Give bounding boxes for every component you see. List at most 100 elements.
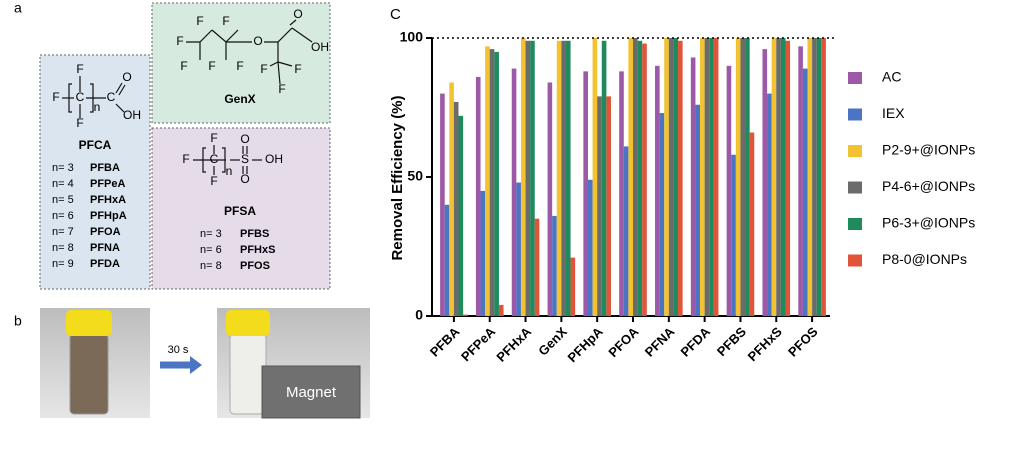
bar [704,38,710,316]
bar [668,38,674,316]
time-label: 30 s [168,344,189,356]
bar [480,190,486,316]
member-n: n= 8 [52,242,74,254]
atom: F [236,59,243,73]
bar [561,40,566,316]
bar [458,115,464,316]
atom: F [294,62,301,76]
bar [623,146,629,316]
atom: C [107,90,116,104]
bar [749,132,755,316]
y-tick-label: 100 [400,29,424,45]
legend-swatch [848,72,862,84]
pfca-box [39,54,151,290]
bar [771,38,777,316]
bar [530,40,535,316]
bar [709,38,714,316]
member-name: PFBS [240,228,269,240]
bar [516,182,521,316]
bar [731,154,736,316]
bar [821,38,826,316]
bar [511,68,517,316]
bar [485,46,490,317]
atom: O [253,34,262,48]
legend-label: P6-3+@IONPs [882,215,975,231]
member-list: n= 3 PFBA n= 4 PFPeA n= 5 PFHxA n= 6 PFHpA n= 7 P… [52,162,127,270]
legend-label: IEX [882,105,905,121]
bar [695,104,701,316]
bar [619,71,624,316]
member-name: PFPeA [90,178,126,190]
atom: n [94,100,101,114]
bar [802,68,808,316]
atom: F [52,90,59,104]
bar [659,113,665,316]
genx-bonds [186,19,313,85]
bar [570,257,576,316]
structure-title: GenX [224,92,255,106]
member-name: PFHxA [90,194,126,206]
structure-title: PFSA [224,204,256,218]
x-tick-label: PFOA [605,324,642,361]
member-n: n= 7 [52,226,74,238]
bar [637,40,643,316]
magnet-label: Magnet [286,384,337,401]
bar [444,204,450,316]
legend-label: P4-6+@IONPs [882,178,975,194]
bar [785,40,791,316]
bar [565,40,571,316]
bar [583,71,588,316]
x-tick-label: PFNA [642,324,678,360]
legend-label: P2-9+@IONPs [882,142,975,158]
bar [453,101,459,316]
x-tick-label: PFDA [678,324,714,360]
atom: OH [123,108,141,122]
vial [69,333,109,415]
bar [726,65,732,316]
vial-cap [66,310,112,336]
atom: F [260,62,267,76]
vial-cap [226,310,270,336]
member-name: PFOA [90,226,121,238]
bar [713,38,719,316]
magnet [261,365,361,419]
atom: O [293,7,302,21]
atom: OH [265,152,283,166]
member-n: n= 5 [52,194,74,206]
bar [606,96,611,316]
bar [767,93,772,316]
x-tick-label: PFHpA [564,324,606,366]
bar [534,218,540,316]
bar [597,96,602,316]
bar [762,49,768,317]
x-tick-label: PFPeA [458,324,499,365]
member-n: n= 3 [52,162,74,174]
member-n: n= 4 [52,178,74,190]
bar [494,51,499,317]
structure-title: PFCA [79,138,112,152]
atom: F [222,14,229,28]
bar [776,38,781,316]
member-name: PFHxS [240,244,275,256]
bar [816,38,822,316]
bar [690,57,696,317]
panel-label: b [14,313,22,329]
bar [547,82,553,316]
member-n: n= 3 [200,228,222,240]
y-axis-title: Removal Efficiency (%) [389,95,406,260]
genx-box [151,2,331,124]
bar [745,38,750,316]
bar [673,38,679,316]
legend-label: P8-0@IONPs [882,251,967,267]
bar [628,38,633,316]
bar [700,38,705,316]
bar [592,38,598,316]
atom: OH [311,40,329,54]
bar [655,65,660,316]
bar [475,76,481,316]
vial [229,333,267,415]
member-n: n= 6 [52,210,74,222]
